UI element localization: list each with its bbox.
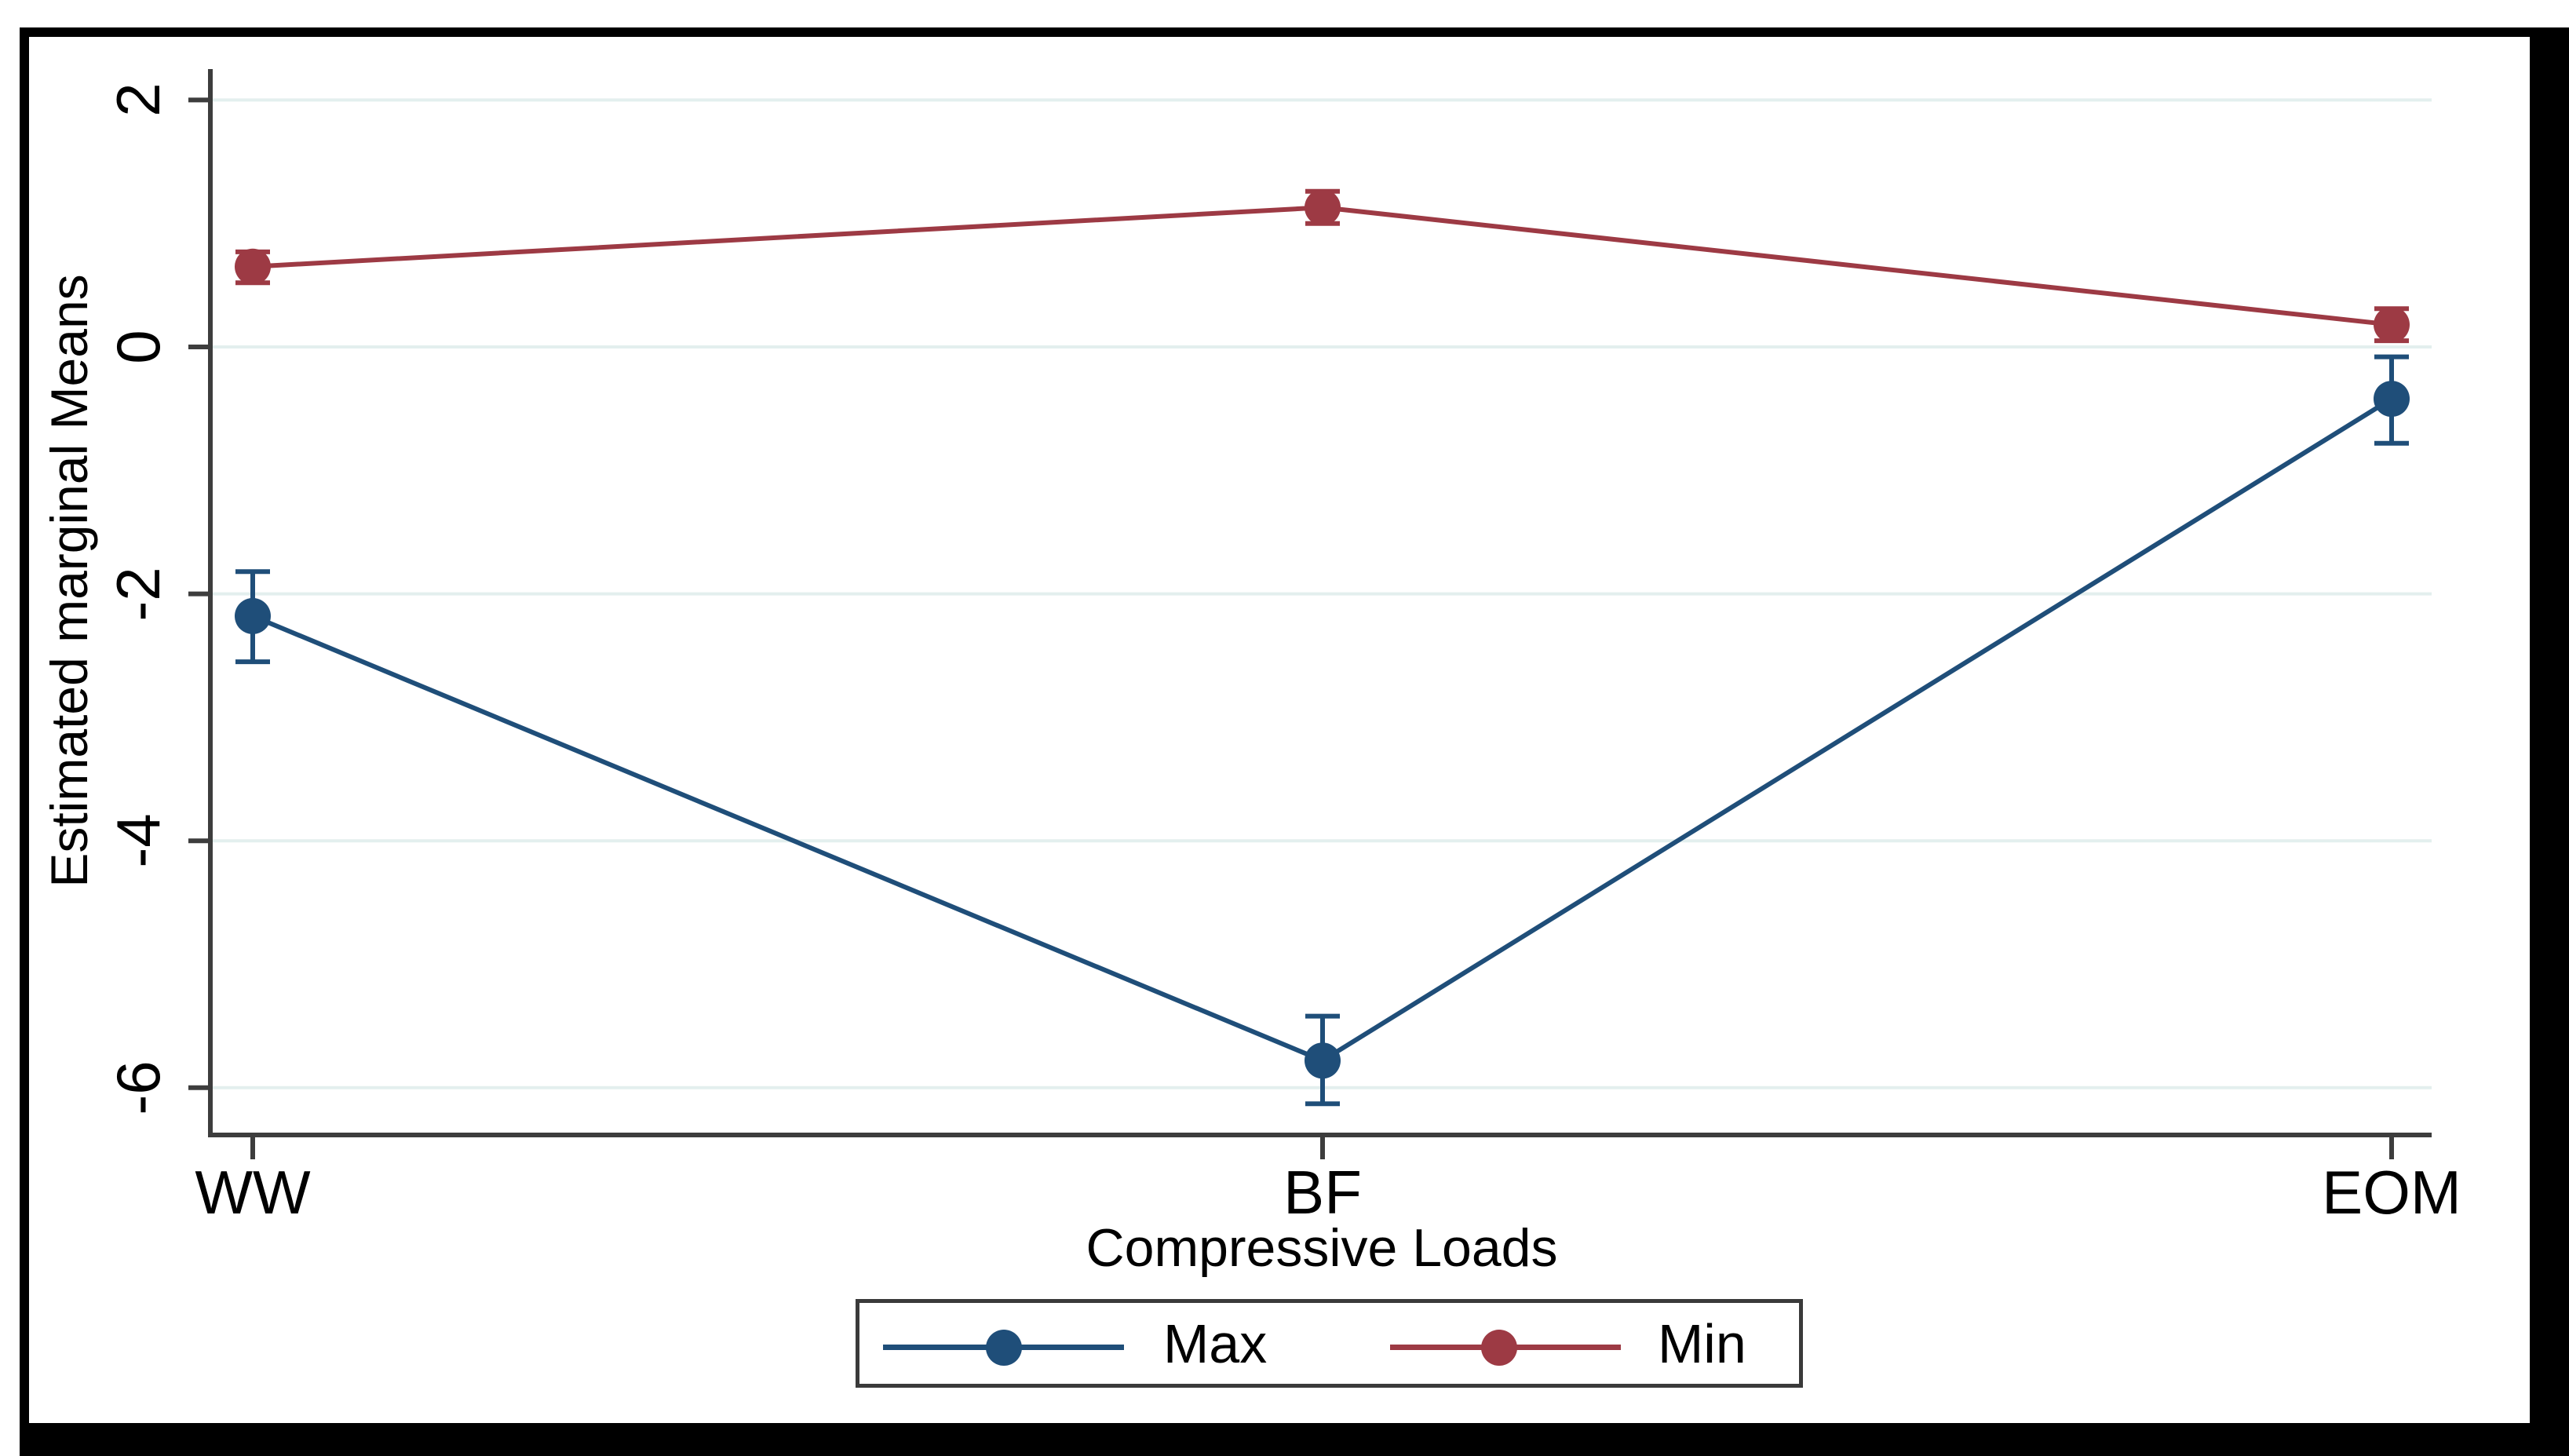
- series-line-max: [251, 396, 2393, 1064]
- legend-marker-min: [1481, 1330, 1517, 1366]
- data-point-max-ww: [235, 597, 271, 634]
- data-point-max-bf: [1305, 1042, 1341, 1079]
- x-tick-label-ww: WW: [195, 1158, 311, 1227]
- data-point-min-bf: [1305, 189, 1341, 226]
- legend: Max Min: [856, 1299, 1803, 1388]
- data-point-max-eom: [2374, 381, 2410, 418]
- y-tick-label: 2: [104, 82, 173, 118]
- y-axis-title: Estimated marginal Means: [40, 274, 98, 888]
- legend-label-max: Max: [1163, 1312, 1268, 1374]
- y-tick-label: -4: [104, 813, 173, 868]
- legend-marker-max: [986, 1330, 1022, 1366]
- x-tick-label-bf: BF: [1283, 1158, 1362, 1227]
- x-tick-label-eom: EOM: [2322, 1158, 2461, 1227]
- data-point-min-ww: [235, 248, 271, 285]
- y-tick-label: -2: [104, 566, 173, 622]
- y-tick-label: -6: [104, 1060, 173, 1115]
- y-tick-label: 0: [104, 330, 173, 364]
- x-axis-title: Compressive Loads: [1086, 1218, 1558, 1278]
- legend-label-min: Min: [1658, 1312, 1746, 1374]
- data-point-min-eom: [2374, 306, 2410, 343]
